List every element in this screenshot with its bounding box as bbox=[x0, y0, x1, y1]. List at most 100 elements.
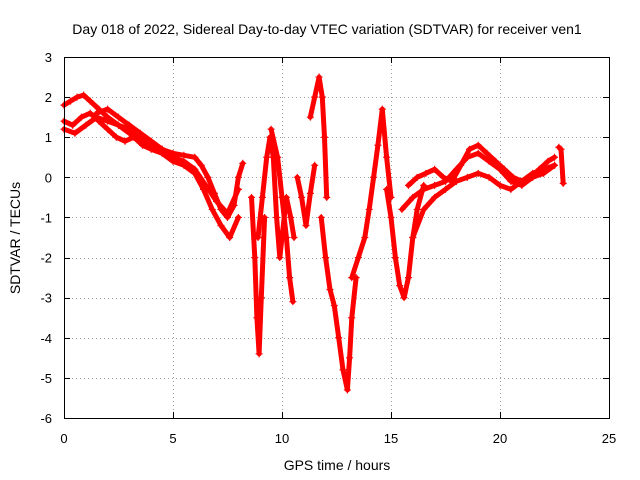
data-point bbox=[208, 205, 216, 213]
data-point bbox=[293, 173, 301, 181]
data-point bbox=[452, 165, 460, 173]
y-tick-label: 1 bbox=[45, 130, 52, 145]
data-point bbox=[544, 157, 552, 165]
data-point bbox=[442, 177, 449, 185]
data-point bbox=[431, 193, 439, 201]
data-point bbox=[348, 274, 356, 282]
data-point bbox=[282, 234, 290, 241]
series-line bbox=[268, 126, 296, 305]
data-point bbox=[348, 314, 356, 322]
data-point bbox=[463, 173, 471, 181]
data-point bbox=[559, 179, 567, 187]
data-point bbox=[302, 221, 310, 229]
series-line bbox=[307, 74, 330, 200]
data-point bbox=[180, 157, 188, 165]
y-tick-label: 3 bbox=[45, 50, 52, 65]
data-point bbox=[202, 181, 210, 189]
data-point bbox=[226, 234, 234, 241]
data-point bbox=[136, 129, 144, 137]
data-point bbox=[69, 121, 77, 129]
series-line bbox=[61, 110, 241, 240]
data-series bbox=[60, 73, 567, 394]
data-point bbox=[346, 354, 354, 362]
data-point bbox=[276, 254, 284, 262]
y-tick-labels: -6 -5 -4 -3 -2 -1 0 1 2 3 bbox=[40, 50, 52, 426]
data-point bbox=[125, 121, 133, 129]
data-point bbox=[104, 105, 112, 113]
plot-frame bbox=[64, 57, 610, 419]
data-point bbox=[404, 274, 412, 282]
data-point bbox=[147, 137, 155, 145]
data-point bbox=[540, 165, 548, 173]
series-line bbox=[318, 214, 359, 393]
data-point bbox=[158, 145, 166, 153]
data-point bbox=[115, 121, 122, 129]
data-point bbox=[529, 169, 537, 177]
data-point bbox=[318, 93, 326, 101]
data-point bbox=[251, 254, 259, 262]
data-point bbox=[71, 129, 79, 137]
y-tick-label: 0 bbox=[45, 170, 52, 185]
data-point bbox=[322, 254, 330, 262]
data-point bbox=[247, 193, 255, 201]
data-point bbox=[234, 185, 242, 193]
data-point bbox=[398, 205, 406, 213]
data-point bbox=[551, 161, 558, 169]
data-point bbox=[422, 169, 430, 177]
data-point bbox=[420, 205, 428, 213]
series-track-late-c bbox=[409, 161, 558, 241]
y-tick-label: -1 bbox=[40, 210, 52, 225]
data-point bbox=[442, 185, 449, 193]
data-point bbox=[267, 125, 275, 133]
data-point bbox=[239, 159, 247, 167]
data-point bbox=[306, 113, 314, 121]
data-point bbox=[391, 254, 399, 262]
data-point bbox=[289, 298, 297, 306]
data-point bbox=[335, 334, 343, 342]
data-point bbox=[474, 141, 482, 149]
data-point bbox=[93, 109, 101, 117]
data-point bbox=[191, 153, 199, 161]
data-point bbox=[321, 133, 329, 141]
data-point bbox=[287, 213, 295, 221]
data-point bbox=[278, 193, 286, 201]
data-point bbox=[474, 149, 482, 157]
data-point bbox=[224, 209, 231, 217]
y-tick-label: -4 bbox=[40, 331, 52, 346]
data-point bbox=[311, 93, 319, 101]
data-point bbox=[180, 151, 188, 159]
data-point bbox=[431, 181, 439, 189]
data-point bbox=[409, 234, 417, 241]
data-point bbox=[290, 234, 298, 241]
data-point bbox=[86, 97, 94, 105]
data-point bbox=[485, 157, 493, 165]
data-point bbox=[80, 91, 88, 99]
data-point bbox=[507, 185, 515, 193]
series-cluster-11.2 bbox=[293, 161, 319, 229]
y-tick-label: -3 bbox=[40, 291, 52, 306]
data-point bbox=[339, 366, 347, 374]
data-point bbox=[409, 193, 417, 201]
series-tail-22.8 bbox=[555, 143, 567, 187]
data-point bbox=[474, 169, 482, 177]
y-tick-label: -2 bbox=[40, 251, 52, 266]
series-trail-10.3 bbox=[267, 125, 297, 306]
data-point bbox=[234, 173, 242, 181]
data-point bbox=[263, 153, 271, 161]
data-point bbox=[396, 282, 404, 290]
data-point bbox=[551, 153, 558, 161]
data-point bbox=[483, 149, 491, 157]
data-point bbox=[274, 153, 282, 161]
series-track-d bbox=[93, 105, 242, 217]
data-point bbox=[518, 177, 526, 185]
data-point bbox=[115, 113, 122, 121]
data-point bbox=[496, 165, 504, 173]
data-point bbox=[400, 294, 408, 302]
x-tick-label: 0 bbox=[60, 431, 67, 446]
data-point bbox=[365, 205, 373, 213]
x-tick-label: 20 bbox=[493, 431, 507, 446]
data-point bbox=[413, 205, 421, 213]
data-point bbox=[387, 213, 395, 221]
series-line bbox=[410, 162, 557, 240]
